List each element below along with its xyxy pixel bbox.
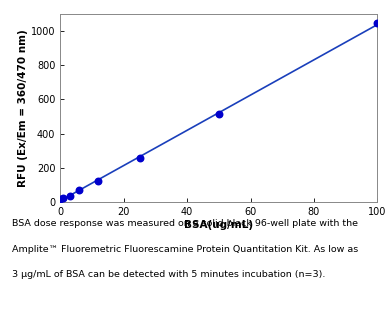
Text: 3 μg/mL of BSA can be detected with 5 minutes incubation (n=3).: 3 μg/mL of BSA can be detected with 5 mi…: [12, 270, 325, 280]
Point: [57, 197, 63, 202]
Text: BSA dose response was measured on a solid black 96-well plate with the: BSA dose response was measured on a soli…: [12, 219, 357, 228]
Point: [95, 178, 102, 183]
Y-axis label: RFU (Ex/Em = 360/470 nm): RFU (Ex/Em = 360/470 nm): [18, 29, 28, 187]
Point: [76, 187, 82, 192]
Point: [60, 195, 67, 200]
Point: [137, 156, 143, 161]
Point: [216, 111, 222, 116]
Point: [67, 193, 73, 198]
X-axis label: BSA(ug/mL): BSA(ug/mL): [184, 219, 253, 229]
Text: Amplite™ Fluoremetric Fluorescamine Protein Quantitation Kit. As low as: Amplite™ Fluoremetric Fluorescamine Prot…: [12, 245, 358, 254]
Point: [374, 21, 380, 26]
